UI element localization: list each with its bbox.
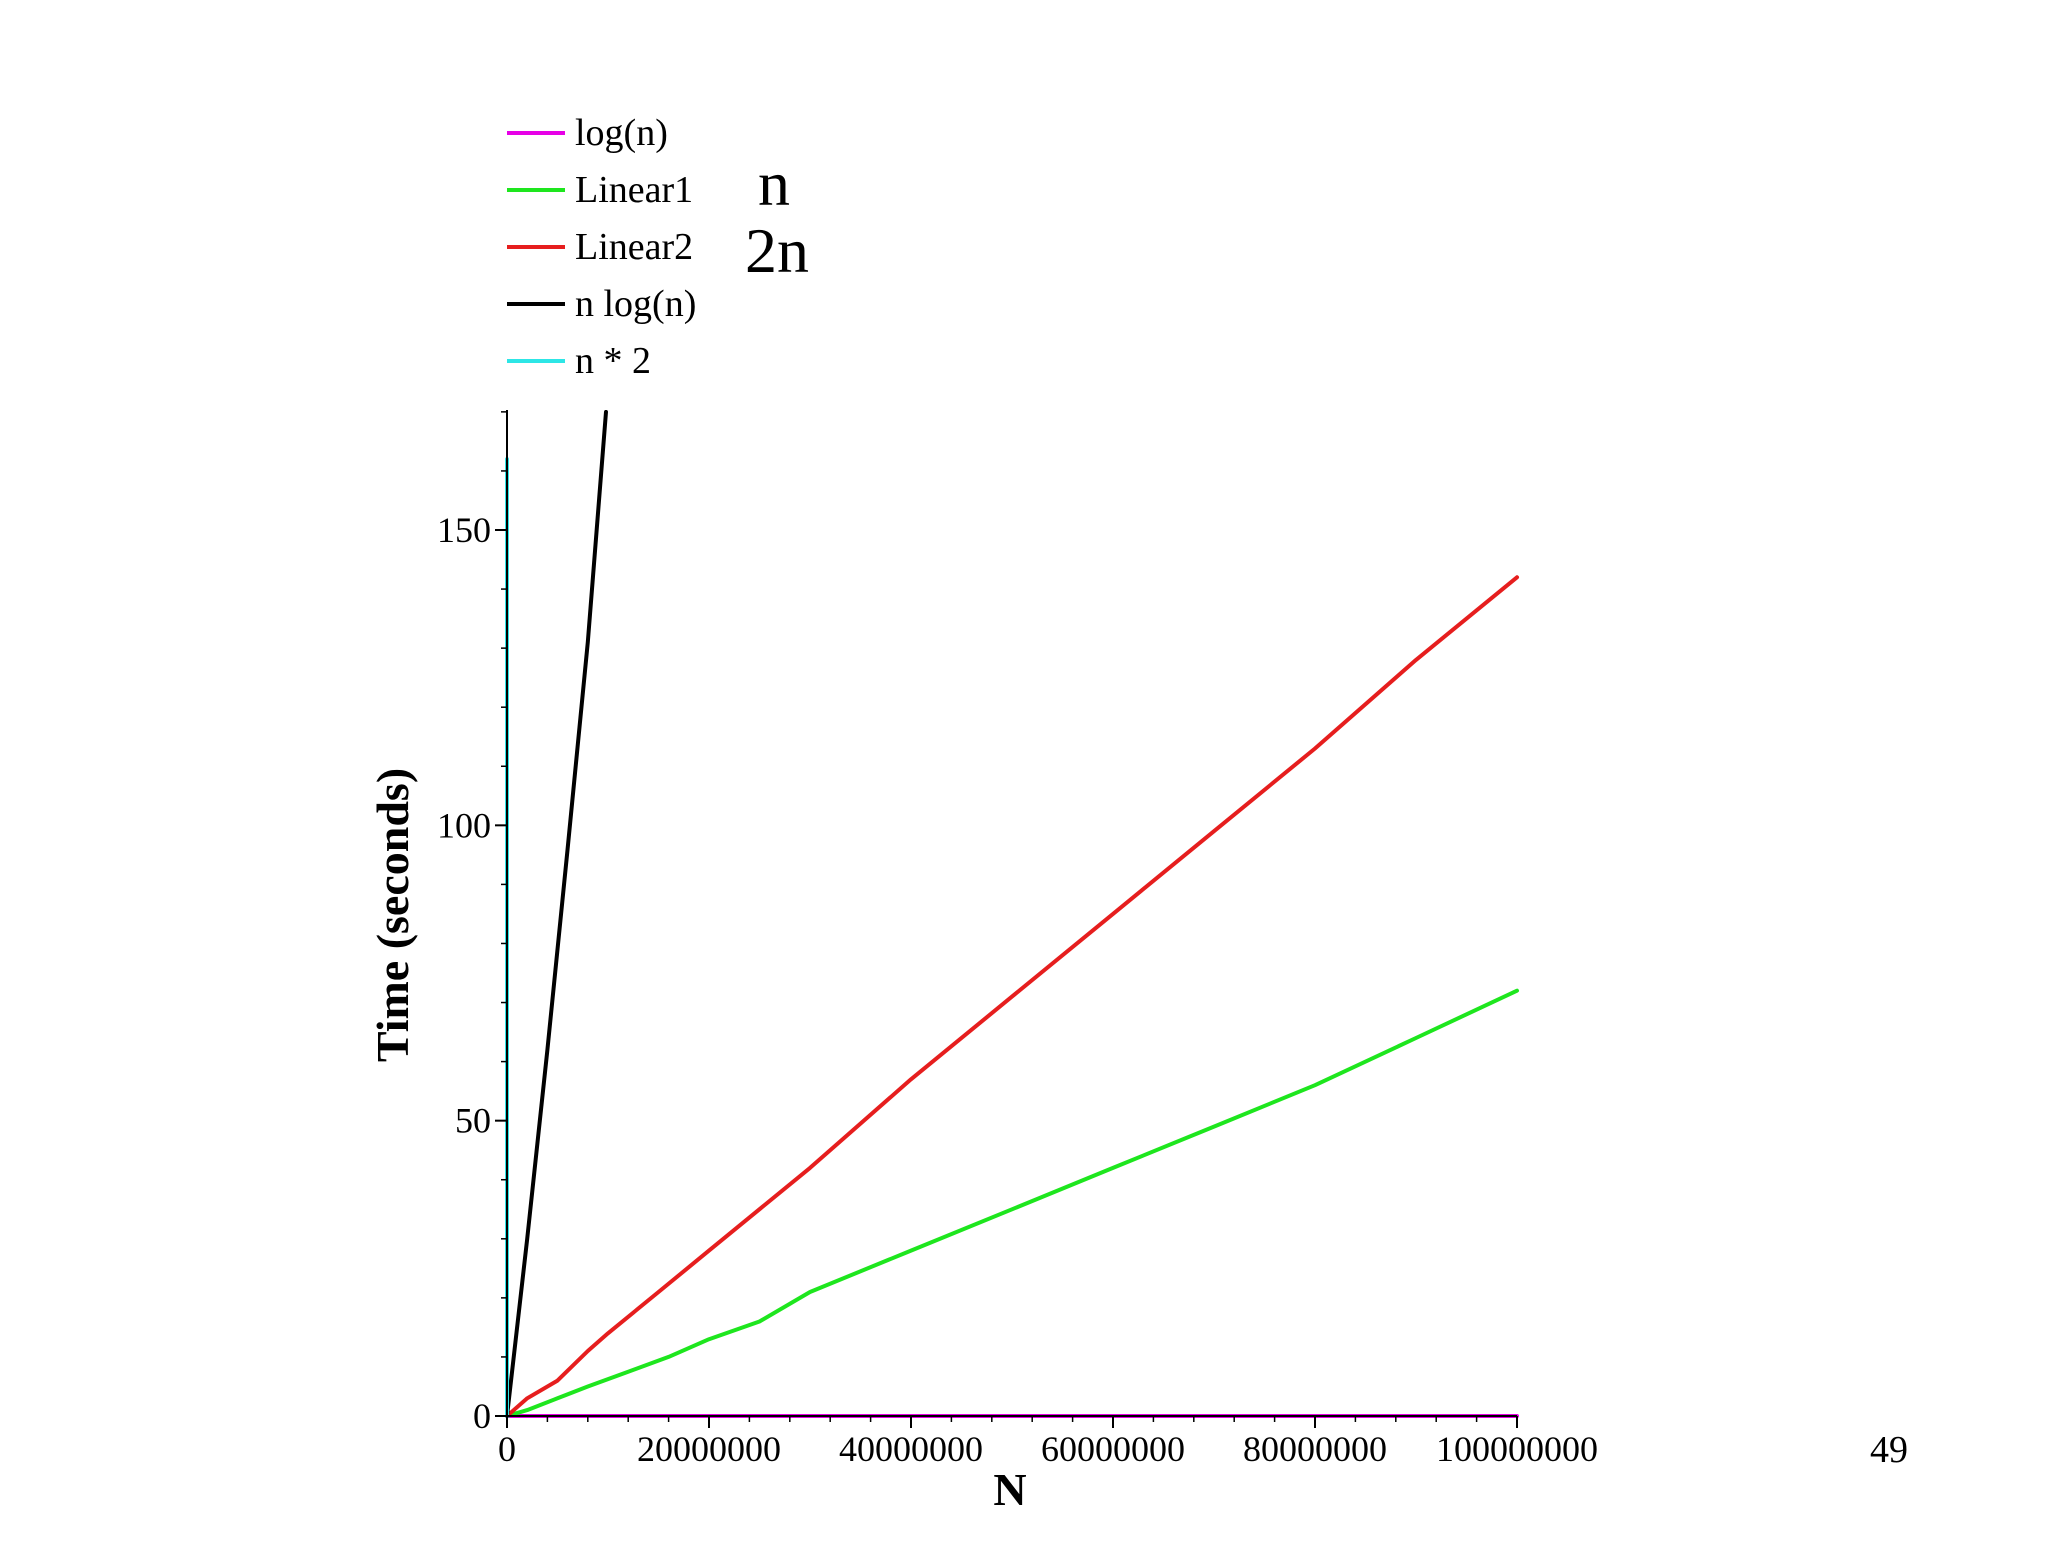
x-tick-label: 80000000 <box>1243 1429 1387 1469</box>
legend-label-3: n log(n) <box>575 283 696 325</box>
y-tick-label: 0 <box>473 1396 491 1436</box>
y-axis-title: Time (seconds) <box>367 768 418 1062</box>
series-line-1 <box>505 988 1519 1418</box>
legend-label-1: Linear1 <box>575 169 693 211</box>
y-tick-label: 50 <box>455 1101 491 1141</box>
legend-label-4: n * 2 <box>575 340 651 382</box>
x-tick-label: 0 <box>498 1429 516 1469</box>
page-number: 49 <box>1870 1429 1908 1471</box>
legend: log(n) Linear1 Linear2 n log(n) n * 2 <box>507 112 696 382</box>
series-line-3 <box>505 410 608 1418</box>
x-tick-label: 100000000 <box>1436 1429 1598 1469</box>
y-tick-label: 150 <box>437 510 491 550</box>
x-tick-label: 40000000 <box>839 1429 983 1469</box>
y-tick-label: 100 <box>437 805 491 845</box>
series-line-2 <box>505 575 1519 1418</box>
x-axis-title: N <box>993 1464 1026 1515</box>
legend-label-0: log(n) <box>575 112 668 154</box>
x-tick-label: 60000000 <box>1041 1429 1185 1469</box>
series-layer <box>505 410 1519 1418</box>
x-tick-label: 20000000 <box>637 1429 781 1469</box>
axes-layer: 0 20000000 40000000 60000000 80000000 1000000… <box>437 410 1598 1469</box>
annotation-n: n <box>758 148 790 219</box>
legend-label-2: Linear2 <box>575 226 693 268</box>
annotation-2n: 2n <box>745 215 809 286</box>
